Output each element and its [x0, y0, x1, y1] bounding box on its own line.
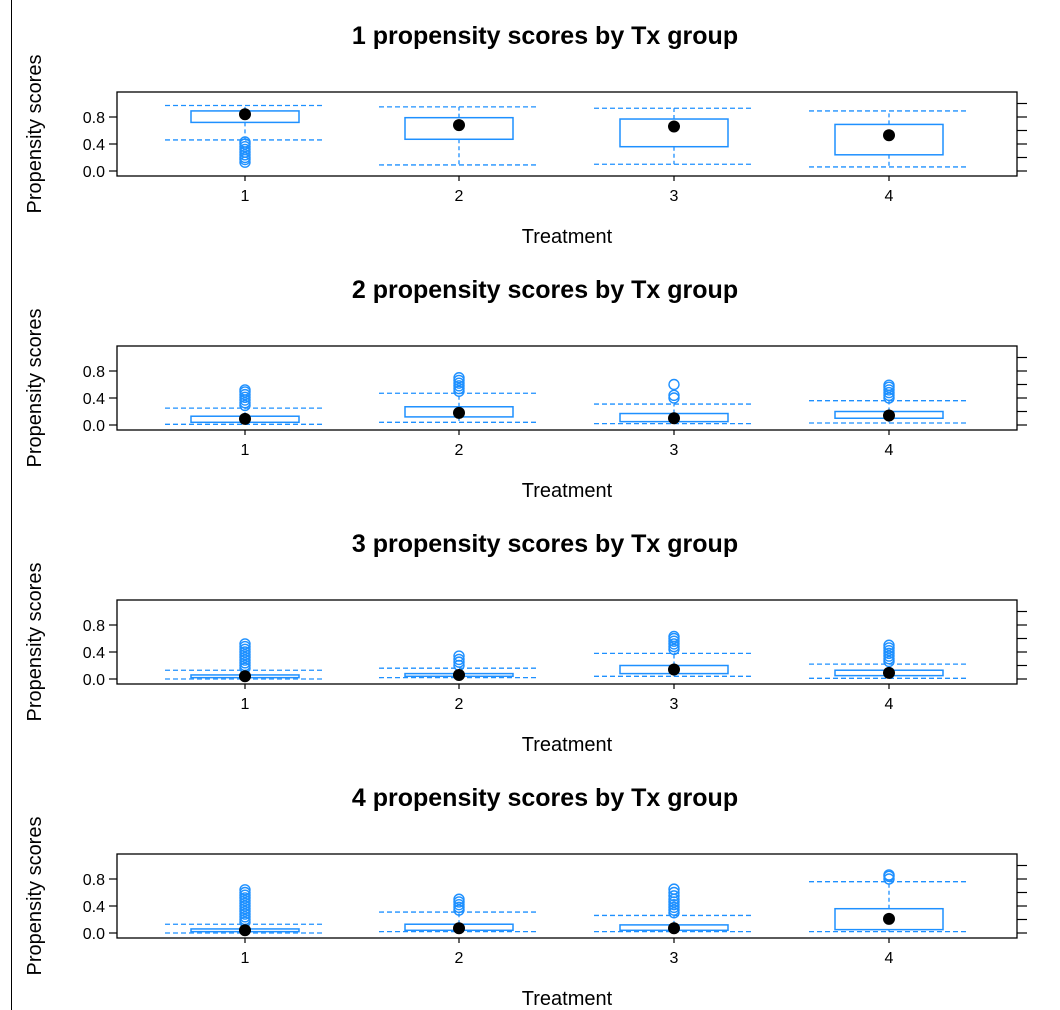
x-tick-label: 1: [241, 442, 250, 459]
plot-frame: [117, 92, 1017, 176]
x-axis-label: Treatment: [522, 226, 613, 248]
box-group-2: [379, 894, 539, 934]
x-tick-label: 2: [455, 696, 464, 713]
y-axis-label: Propensity scores: [24, 55, 46, 214]
x-tick-label: 3: [670, 188, 679, 205]
x-tick-label: 4: [885, 442, 894, 459]
plot-frame: [117, 854, 1017, 938]
median-dot: [453, 669, 465, 681]
median-dot: [668, 120, 680, 132]
median-dot: [668, 412, 680, 424]
chart-title: 4 propensity scores by Tx group: [352, 784, 738, 812]
x-axis-label: Treatment: [522, 480, 613, 502]
y-tick-label: 0.4: [83, 899, 105, 916]
chart-title: 3 propensity scores by Tx group: [352, 530, 738, 558]
y-tick-label: 0.4: [83, 391, 105, 408]
y-tick-label: 0.4: [83, 137, 105, 154]
outlier-point: [669, 380, 679, 390]
y-tick-label: 0.0: [83, 672, 105, 689]
x-tick-label: 3: [670, 696, 679, 713]
box-group-2: [379, 373, 539, 423]
y-axis-label: Propensity scores: [24, 817, 46, 976]
box-group-3: [594, 108, 754, 164]
box-group-4: [809, 111, 969, 167]
plot-frame: [117, 346, 1017, 430]
box-group-1: [165, 385, 325, 425]
y-tick-label: 0.0: [83, 926, 105, 943]
box-group-3: [594, 380, 754, 425]
chart-title: 1 propensity scores by Tx group: [352, 22, 738, 50]
median-dot: [668, 664, 680, 676]
chart-panel-4: 4 propensity scores by Tx group Propensit…: [24, 784, 1027, 1010]
y-tick-label: 0.8: [83, 618, 105, 635]
box-group-2: [379, 107, 539, 165]
y-axis-label: Propensity scores: [24, 563, 46, 722]
median-dot: [883, 410, 895, 422]
median-dot: [883, 667, 895, 679]
box-group-4: [809, 870, 969, 932]
median-dot: [239, 924, 251, 936]
chart-panel-2: 2 propensity scores by Tx group Propensit…: [24, 276, 1027, 502]
chart-title: 2 propensity scores by Tx group: [352, 276, 738, 304]
median-dot: [453, 922, 465, 934]
x-tick-label: 4: [885, 188, 894, 205]
x-tick-label: 2: [455, 188, 464, 205]
box-group-4: [809, 380, 969, 423]
x-tick-label: 1: [241, 696, 250, 713]
y-axis-label: Propensity scores: [24, 309, 46, 468]
x-tick-label: 3: [670, 442, 679, 459]
median-dot: [453, 407, 465, 419]
y-tick-label: 0.0: [83, 418, 105, 435]
box-group-4: [809, 640, 969, 679]
median-dot: [239, 413, 251, 425]
box-group-1: [165, 639, 325, 682]
median-dot: [668, 922, 680, 934]
x-tick-label: 2: [455, 442, 464, 459]
y-tick-label: 0.4: [83, 645, 105, 662]
plot-frame: [117, 600, 1017, 684]
median-dot: [239, 108, 251, 120]
x-tick-label: 1: [241, 188, 250, 205]
box-group-1: [165, 106, 325, 168]
median-dot: [883, 129, 895, 141]
x-axis-label: Treatment: [522, 988, 613, 1010]
box-group-3: [594, 631, 754, 676]
y-tick-label: 0.8: [83, 110, 105, 127]
chart-panel-3: 3 propensity scores by Tx group Propensit…: [24, 530, 1027, 756]
median-dot: [883, 913, 895, 925]
y-tick-label: 0.0: [83, 164, 105, 181]
median-dot: [239, 670, 251, 682]
y-tick-label: 0.8: [83, 872, 105, 889]
x-tick-label: 4: [885, 950, 894, 967]
chart-panel-1: 1 propensity scores by Tx group Propensit…: [24, 22, 1027, 248]
box-group-1: [165, 885, 325, 937]
x-tick-label: 4: [885, 696, 894, 713]
y-tick-label: 0.8: [83, 364, 105, 381]
x-tick-label: 2: [455, 950, 464, 967]
box-group-3: [594, 884, 754, 934]
x-axis-label: Treatment: [522, 734, 613, 756]
x-tick-label: 1: [241, 950, 250, 967]
x-tick-label: 3: [670, 950, 679, 967]
box-group-2: [379, 651, 539, 681]
median-dot: [453, 119, 465, 131]
